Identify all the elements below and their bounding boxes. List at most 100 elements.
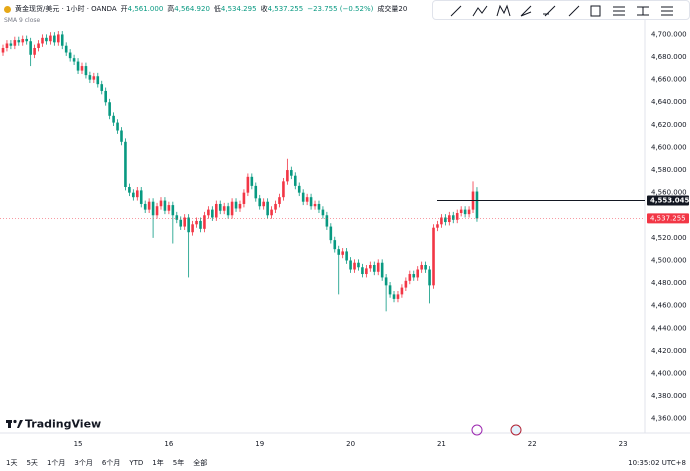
candle-body: [33, 47, 36, 55]
ohlc-label: 收: [260, 5, 268, 13]
candle-body: [25, 38, 28, 42]
candle-body: [365, 268, 368, 275]
tool-rect[interactable]: [590, 5, 601, 17]
x-tick-label: 20: [346, 440, 355, 448]
candle-body: [147, 201, 151, 210]
candle-body: [124, 141, 127, 188]
candle-body: [384, 277, 388, 286]
range-button[interactable]: 6个月: [101, 459, 121, 467]
range-button[interactable]: 5天: [26, 459, 38, 467]
logo-glyph: [13, 419, 17, 424]
tool-fib[interactable]: [613, 6, 625, 16]
candle-body: [353, 262, 356, 270]
candle-body: [100, 84, 104, 91]
tool-parallel[interactable]: [661, 6, 673, 16]
candle-body: [313, 203, 317, 207]
candle-body: [92, 76, 96, 80]
candle-body: [369, 264, 372, 269]
candle-body: [448, 215, 451, 223]
candle-body: [254, 185, 258, 199]
range-button[interactable]: 1个月: [46, 459, 66, 467]
candle-body: [234, 201, 238, 209]
candle-body: [226, 206, 230, 216]
candle-body: [132, 192, 135, 198]
candle-body: [230, 201, 234, 216]
candle-body: [392, 294, 396, 299]
indicator-label[interactable]: SMA 9 close: [4, 17, 41, 24]
y-tick-label: 4,620.000: [651, 121, 687, 129]
change: −23.755 (−0.52%): [307, 5, 374, 13]
candle-body: [171, 205, 175, 216]
range-button[interactable]: 1年: [152, 459, 164, 467]
last-price-label-bg: [647, 213, 689, 224]
event-icon[interactable]: [471, 424, 483, 436]
candle-body: [159, 200, 163, 207]
candle-body: [187, 217, 190, 233]
candle-body: [64, 45, 68, 53]
tool-path[interactable]: [472, 5, 488, 17]
ohlc-label: 高: [167, 5, 175, 13]
candle-body: [463, 209, 467, 215]
candle-body: [203, 215, 206, 229]
y-tick-label: 4,380.000: [651, 392, 687, 400]
candle-body: [250, 176, 254, 186]
legend-header: 黄金现货/美元 · 1小时 · OANDA 开4,561.000 高4,564.9…: [4, 4, 407, 14]
candle-body: [325, 215, 329, 227]
tool-trend-line[interactable]: [450, 5, 462, 17]
candle-body: [68, 52, 72, 59]
candle-body: [337, 249, 341, 255]
logo-glyph: [8, 420, 11, 428]
candle-body: [199, 220, 202, 229]
candle-body: [341, 251, 344, 255]
candle-body: [270, 209, 273, 216]
range-button[interactable]: 3个月: [74, 459, 93, 467]
y-tick-label: 4,360.000: [651, 415, 687, 423]
ohlc-value: 4,537.255: [267, 5, 304, 13]
symbol[interactable]: 黄金现货/美元 · 1小时 · OANDA: [15, 5, 117, 13]
candle-body: [96, 76, 100, 85]
tool-measure[interactable]: [637, 6, 649, 16]
candle-body: [412, 274, 416, 278]
candle-body: [9, 43, 13, 46]
y-tick-label: 4,480.000: [651, 279, 687, 287]
range-button[interactable]: 5年: [172, 459, 185, 467]
ohlc-item: 收4,537.255: [261, 4, 304, 14]
candle-body: [163, 200, 167, 211]
y-tick-label: 4,400.000: [651, 369, 687, 377]
x-tick-label: 15: [74, 440, 83, 448]
candle-body: [404, 280, 408, 288]
candle-body: [218, 203, 222, 211]
candle-body: [408, 274, 412, 281]
candle-body: [246, 176, 250, 193]
flag-icon[interactable]: [510, 424, 522, 436]
tool-pattern[interactable]: [496, 4, 511, 17]
candle-body: [5, 43, 9, 48]
candle-body: [214, 203, 218, 218]
tool-extended[interactable]: [568, 5, 580, 17]
y-tick-label: 4,520.000: [651, 234, 687, 242]
candle-body: [128, 187, 131, 193]
candle-body: [321, 209, 325, 216]
candle-body: [436, 224, 439, 228]
candle-body: [53, 35, 56, 43]
candle-body: [175, 215, 179, 220]
candle-body: [475, 191, 479, 219]
x-tick-label: 21: [437, 440, 446, 448]
candle-body: [207, 209, 210, 216]
range-button[interactable]: 1天: [6, 459, 18, 467]
ohlc-item: 高4,564.920: [167, 4, 210, 14]
candle-body: [49, 35, 52, 42]
tool-ray[interactable]: [543, 5, 556, 17]
logo: TradingView: [6, 418, 101, 431]
candle-body: [467, 209, 471, 215]
candle-body: [428, 269, 431, 286]
range-button[interactable]: YTD: [129, 459, 144, 467]
ohlc-value: 4,534.295: [220, 5, 257, 13]
candle-body: [88, 75, 92, 80]
y-tick-label: 4,560.000: [651, 189, 687, 197]
tool-fan[interactable]: [520, 5, 532, 17]
range-button[interactable]: 全部: [193, 459, 208, 467]
candle-body: [242, 192, 246, 204]
y-tick-label: 4,700.000: [651, 30, 687, 38]
